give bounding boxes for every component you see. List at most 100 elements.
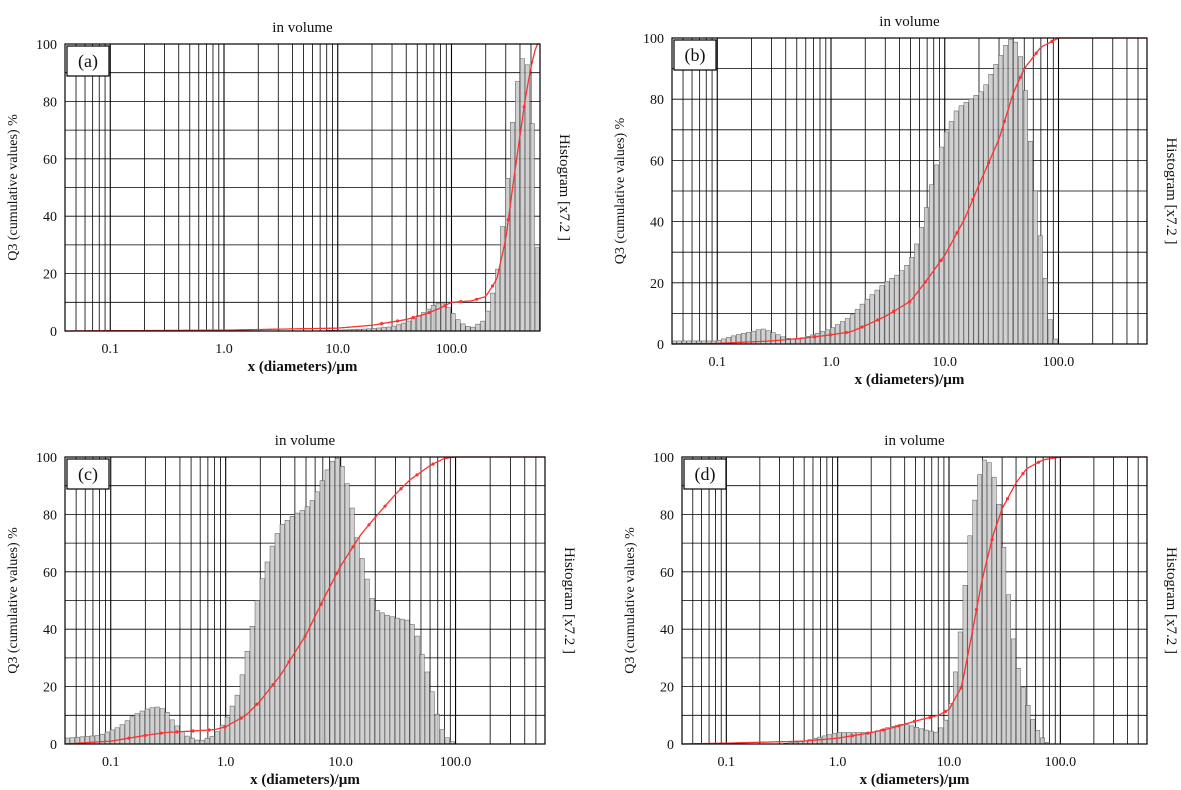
- cumulative-point: [255, 702, 259, 706]
- histogram-bar: [1008, 39, 1014, 345]
- y-tick-label: 60: [660, 566, 674, 581]
- histogram-bar: [505, 178, 510, 332]
- cumulative-point: [431, 462, 435, 466]
- cumulative-point: [974, 607, 979, 612]
- x-tick-label: 0.1: [709, 355, 727, 370]
- histogram-bar: [1037, 235, 1043, 345]
- histogram-bar: [334, 457, 340, 745]
- histogram-bar: [414, 635, 420, 745]
- histogram-bar: [465, 326, 471, 332]
- x-tick-label: 10.0: [937, 755, 962, 770]
- x-tick-label: 10.0: [328, 755, 353, 770]
- x-tick-label: 0.1: [102, 342, 120, 357]
- histogram-bar: [289, 516, 295, 745]
- histogram-bar: [943, 719, 949, 745]
- histogram-bar: [968, 98, 974, 345]
- histogram-bar: [359, 558, 365, 745]
- histogram-bar: [529, 123, 535, 332]
- y-axis-label: Q3 (cumulative values) %: [6, 527, 21, 674]
- cumulative-point: [987, 161, 991, 165]
- cumulative-point: [1005, 497, 1010, 501]
- plot-frame: [64, 456, 546, 745]
- histogram-bar: [435, 302, 441, 332]
- histogram-bar: [894, 725, 900, 745]
- chart-title: in volume: [272, 20, 333, 36]
- histogram-bar: [159, 708, 165, 745]
- cumulative-point: [395, 319, 400, 323]
- histogram-bar: [179, 731, 185, 745]
- y-tick-label: 20: [660, 681, 674, 696]
- x-tick-label: 1.0: [829, 755, 847, 770]
- cumulative-point: [380, 322, 384, 326]
- y-axis-label: Q3 (cumulative values) %: [623, 527, 638, 674]
- cumulative-point: [303, 634, 307, 639]
- x-tick-label: 1.0: [217, 755, 235, 770]
- chart-panel-d: 0 20 40 60 80 100 0.1 1.0 10.0 100.0 in volume x (d…: [623, 433, 1179, 788]
- histogram-bar: [394, 617, 400, 745]
- histogram-bar: [460, 323, 466, 332]
- histogram-bar: [870, 731, 876, 745]
- cumulative-point: [1021, 471, 1025, 476]
- histogram-bar: [885, 727, 890, 745]
- histogram-bar: [224, 716, 230, 745]
- histogram-bar: [396, 324, 402, 332]
- cumulative-point: [943, 709, 948, 714]
- histogram-bar: [354, 537, 360, 745]
- cumulative-point: [844, 330, 848, 335]
- histogram-bar: [204, 737, 210, 745]
- chart-title: in volume: [879, 14, 940, 30]
- histogram-bar: [977, 474, 982, 745]
- histogram-bar: [880, 729, 886, 745]
- histogram-bar: [854, 309, 860, 345]
- cumulative-point: [175, 730, 179, 734]
- cumulative-point: [191, 729, 195, 733]
- histogram-bar: [209, 735, 215, 745]
- panel-label: (a): [78, 51, 98, 72]
- y-tick-label: 0: [667, 738, 674, 753]
- x-tick-label: 10.0: [325, 342, 350, 357]
- chart-panel-b: 0 20 40 60 80 100 0.1 1.0 10.0 100.0 in volume x (d…: [613, 14, 1179, 388]
- cumulative-point: [860, 325, 864, 329]
- histogram-bar: [864, 298, 870, 345]
- y-tick-label: 40: [650, 216, 664, 231]
- y-tick-label: 0: [657, 338, 664, 353]
- histogram-bar: [775, 334, 781, 345]
- histogram-bar: [386, 326, 392, 332]
- cumulative-point: [876, 318, 880, 322]
- y-tick-label: 80: [660, 508, 674, 523]
- x-tick-label: 100.0: [1045, 755, 1077, 770]
- histogram-bar: [339, 466, 345, 745]
- x-axis-label: x (diameters)/µm: [860, 772, 970, 788]
- histogram-bar: [996, 503, 1002, 745]
- cumulative-point: [475, 297, 479, 301]
- histogram-bar: [991, 476, 997, 745]
- cumulative-point: [1018, 75, 1022, 79]
- histogram-bar: [416, 315, 421, 332]
- histogram-bar: [1023, 90, 1028, 345]
- x-tick-label: 100.0: [1043, 355, 1075, 370]
- histogram-bar: [269, 545, 275, 745]
- histogram-bar: [1032, 190, 1038, 345]
- cumulative-point: [955, 231, 959, 235]
- histogram-bar: [1030, 719, 1036, 745]
- panel-label: (b): [685, 45, 706, 66]
- histogram-bar: [914, 726, 919, 745]
- histogram-bar: [924, 207, 929, 345]
- histogram-bar: [943, 131, 949, 345]
- x-axis-label: x (diameters)/µm: [250, 772, 360, 788]
- plot-frame: [681, 456, 1148, 745]
- cumulative-point: [959, 686, 963, 690]
- histogram-bar: [401, 322, 407, 332]
- y-tick-label: 40: [43, 210, 57, 225]
- histogram-bar: [244, 651, 250, 745]
- histogram-bar: [490, 292, 496, 332]
- histogram-bar: [444, 737, 450, 745]
- histogram-bar: [119, 724, 125, 745]
- histogram-bar: [1042, 278, 1048, 345]
- histogram-bar: [384, 614, 390, 745]
- cumulative-point: [335, 571, 339, 575]
- histogram-bar: [149, 707, 155, 745]
- histogram-bar: [164, 712, 170, 745]
- histogram-bar: [424, 671, 430, 745]
